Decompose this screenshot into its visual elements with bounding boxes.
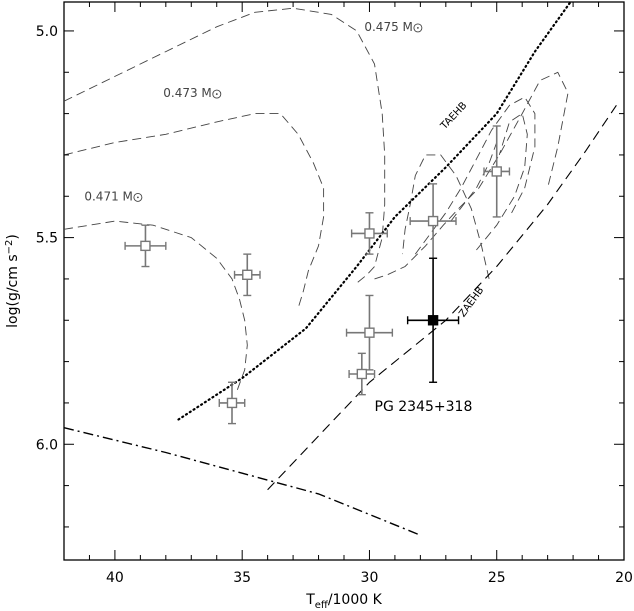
x-tick-label: 20: [615, 570, 633, 586]
track-line-6: [402, 154, 490, 280]
track-line-1: [63, 7, 386, 284]
target-star: [406, 257, 460, 383]
data-points: [124, 125, 511, 425]
track-mass-text: 0.471 M: [84, 189, 133, 203]
track-line-2: [63, 113, 325, 309]
star-marker: [226, 397, 238, 409]
y-axis-title-sup: −2: [4, 240, 15, 255]
star-marker: [242, 269, 253, 280]
y-tick-label: 5.5: [36, 231, 58, 247]
y-tick-label: 5.0: [36, 24, 58, 40]
x-tick-label: 35: [233, 570, 251, 586]
comparison-star-7: [409, 183, 457, 259]
axis-ticks: 40 35 30 25 20 5.0 5.5 6.0: [36, 2, 633, 586]
track-line-5: [414, 96, 536, 255]
sun-symbol-dot: [416, 27, 419, 29]
track-mass-text: 0.473 M: [163, 86, 212, 100]
y-axis-title: log(g/cm s−2): [4, 234, 21, 328]
target-marker: [427, 315, 439, 326]
zaehb-line: [267, 104, 617, 491]
comparison-star-8: [483, 125, 511, 218]
comparison-star-3: [218, 381, 246, 425]
star-marker: [427, 215, 439, 227]
annotations: 0.475 M 0.473 M 0.471 M TAEHB ZAEHB PG 2345+3…: [84, 20, 486, 415]
track-line-7: [476, 112, 528, 251]
sun-symbol-icon: [413, 23, 423, 33]
track-line-3: [63, 220, 248, 391]
taehb-line: [177, 0, 572, 421]
comparison-star-1: [124, 224, 167, 268]
star-marker: [140, 240, 151, 252]
x-axis-title-rest: /1000 K: [328, 592, 383, 608]
y-tick-label: 6.0: [36, 437, 58, 453]
track-line-8: [450, 142, 498, 222]
comparison-star-5: [345, 294, 394, 371]
x-axis-title: Teff/1000 K: [305, 592, 382, 611]
star-marker: [356, 368, 368, 380]
evolution-tracks: [63, 7, 569, 391]
star-marker: [364, 228, 375, 239]
track-mass-label-3: 0.471 M: [84, 189, 143, 203]
x-tick-label: 25: [488, 570, 506, 586]
x-axis-title-sub: eff: [315, 600, 329, 611]
sun-symbol-icon: [133, 192, 143, 202]
sun-symbol-dot: [215, 93, 218, 95]
sun-symbol-dot: [136, 196, 139, 199]
comparison-star-2: [233, 253, 261, 297]
track-mass-text: 0.475 M: [364, 20, 413, 34]
x-tick-label: 30: [361, 570, 379, 586]
reference-lines: [63, 0, 617, 536]
x-tick-label: 40: [106, 570, 124, 586]
taehb-label: TAEHB: [438, 100, 469, 132]
target-name-label: PG 2345+318: [375, 399, 473, 415]
track-mass-label-2: 0.473 M: [163, 86, 222, 100]
star-marker: [364, 327, 375, 338]
comparison-star-6: [348, 352, 376, 396]
zaehb-label: ZAEHB: [457, 285, 486, 319]
track-mass-label-1: 0.475 M: [364, 20, 423, 34]
star-marker: [491, 166, 502, 177]
y-axis-title-close: ): [5, 234, 21, 239]
dash-dot-line: [63, 427, 421, 536]
sun-symbol-icon: [212, 89, 222, 99]
comparison-star-4: [350, 212, 388, 255]
